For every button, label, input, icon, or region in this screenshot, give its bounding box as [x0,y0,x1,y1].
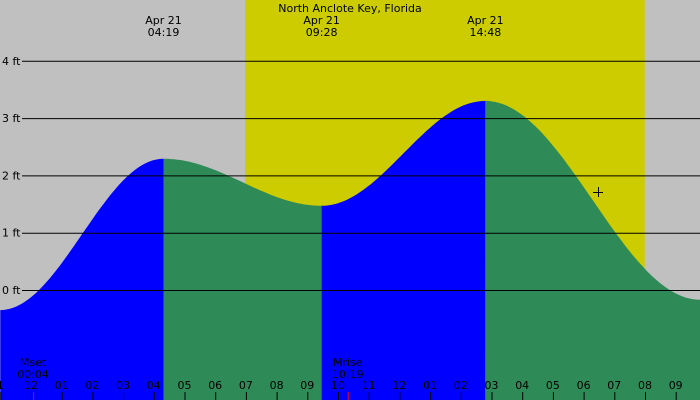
rising-tide-area [0,158,164,400]
moon-event-label: Mrise [333,356,363,369]
extreme-time-label: 04:19 [148,26,180,39]
cursor-crosshair-icon [593,187,603,197]
extreme-time-label: 14:48 [470,26,502,39]
y-tick-label: 1 ft [2,227,21,240]
x-tick-label: 12 [392,379,406,392]
x-tick-label: 06 [577,379,591,392]
x-tick-label: 06 [208,379,222,392]
x-tick-label: 04 [147,379,161,392]
x-tick-label: 12 [24,379,38,392]
x-tick-label: 09 [300,379,314,392]
y-tick-label: 4 ft [2,55,21,68]
x-tick-label: 04 [515,379,529,392]
x-tick-label: 02 [454,379,468,392]
y-tick-label: 2 ft [2,169,21,182]
moon-event-time: 10:19 [332,368,364,381]
y-tick-label: 3 ft [2,112,21,125]
x-tick-label: 01 [55,379,69,392]
x-tick-label: 05 [178,379,192,392]
extreme-date-label: Apr 21 [303,14,340,27]
x-tick-label: 08 [270,379,284,392]
moon-event-label: Mset [20,356,47,369]
falling-tide-area [163,158,322,400]
extreme-date-label: Apr 21 [145,14,182,27]
chart-title: North Anclote Key, Florida [278,2,422,15]
x-tick-label: 05 [546,379,560,392]
x-tick-label: 11 [362,379,376,392]
x-tick-label: 02 [85,379,99,392]
x-tick-label: 03 [485,379,499,392]
x-tick-label: 01 [423,379,437,392]
extreme-date-label: Apr 21 [467,14,504,27]
x-tick-label: 09 [669,379,683,392]
x-tick-label: 07 [607,379,621,392]
x-tick-label: 10 [331,379,345,392]
moon-event-time: 00:04 [17,368,49,381]
x-tick-label: 1 [0,379,4,392]
y-tick-label: 0 ft [2,284,21,297]
x-tick-label: 07 [239,379,253,392]
x-tick-label: 03 [116,379,130,392]
extreme-time-label: 09:28 [306,26,338,39]
x-tick-label: 08 [638,379,652,392]
